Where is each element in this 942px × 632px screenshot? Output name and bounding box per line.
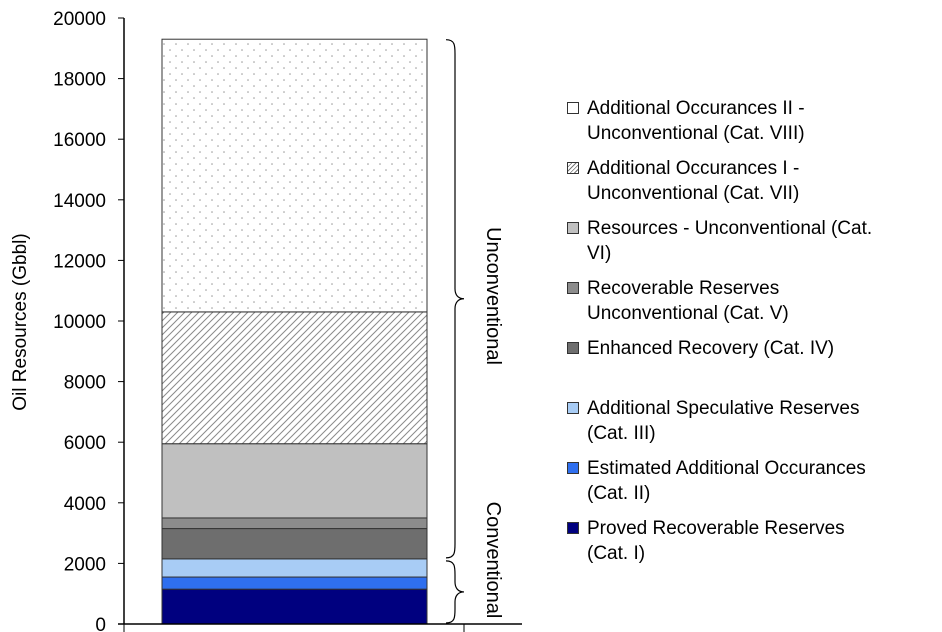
legend-swatch [567, 282, 579, 294]
legend-label: Estimated Additional Occurances (Cat. II) [587, 456, 866, 506]
legend-label-line: (Cat. I) [587, 543, 646, 564]
bar-segment-cat-6 [161, 443, 428, 519]
legend-label-line: Enhanced Recovery (Cat. IV) [587, 338, 835, 359]
legend-label-line: (Cat. II) [587, 483, 651, 504]
legend-label: Additional Occurances II - Unconventional… [587, 96, 805, 146]
legend-label-line: Additional Occurances I - [587, 158, 800, 179]
legend-item: Additional Occurances I - Unconventional … [567, 156, 799, 206]
y-axis-ticks: 0 2000 4000 6000 8000 10000 12000 14000 16000 180… [53, 9, 124, 632]
group-label-unconventional: Unconventional [482, 227, 504, 365]
legend-swatch [567, 222, 579, 234]
y-tick-label: 16000 [53, 130, 106, 151]
group-label-conventional: Conventional [482, 502, 504, 619]
y-tick-label: 14000 [53, 191, 106, 212]
legend-label-line: Additional Speculative Reserves [587, 398, 860, 419]
legend-label: Additional Speculative Reserves (Cat. III… [587, 396, 860, 446]
bar-segment-cat-1 [161, 588, 428, 625]
legend-item: Additional Occurances II - Unconventional… [567, 96, 805, 146]
legend-label: Resources - Unconventional (Cat. VI) [587, 216, 872, 266]
legend-swatch [567, 102, 579, 114]
legend-label-line: Unconventional (Cat. V) [587, 303, 789, 324]
legend-label-line: Unconventional (Cat. VIII) [587, 123, 805, 144]
legend-label-line: (Cat. III) [587, 423, 656, 444]
y-tick-label: 6000 [64, 433, 106, 454]
legend-label-line: VI) [587, 243, 612, 264]
y-tick-label: 20000 [53, 9, 106, 30]
legend-label-line: Proved Recoverable Reserves [587, 518, 845, 539]
brace-unconventional [445, 39, 465, 559]
legend-label-line: Recoverable Reserves [587, 278, 780, 299]
legend-swatch [567, 522, 579, 534]
y-tick-label: 8000 [64, 373, 106, 394]
y-axis-title: Oil Resources (Gbbl) [10, 233, 31, 410]
bar-segment-cat-7 [161, 311, 428, 445]
legend-swatch [567, 462, 579, 474]
legend-label: Additional Occurances I - Unconventional … [587, 156, 799, 206]
y-tick-label: 0 [95, 615, 106, 632]
legend-label: Enhanced Recovery (Cat. IV) [587, 336, 834, 361]
legend-item: Estimated Additional Occurances (Cat. II) [567, 456, 866, 506]
bar-segment-cat-4 [161, 528, 428, 560]
bar-segment-cat-5 [161, 517, 428, 530]
legend-swatch [567, 402, 579, 414]
legend-item: Enhanced Recovery (Cat. IV) [567, 336, 834, 361]
legend-item: Recoverable Reserves Unconventional (Cat.… [567, 276, 789, 326]
legend-item: Additional Speculative Reserves (Cat. III… [567, 396, 860, 446]
brace-conventional [445, 560, 465, 624]
bar-segment-cat-2 [161, 576, 428, 590]
y-tick-label: 12000 [53, 251, 106, 272]
legend-label-line: Resources - Unconventional (Cat. [587, 218, 873, 239]
bar-segment-cat-3 [161, 558, 428, 578]
legend-swatch [567, 342, 579, 354]
y-tick-label: 10000 [53, 312, 106, 333]
legend-label-line: Estimated Additional Occurances [587, 458, 866, 479]
legend-swatch [567, 162, 579, 174]
legend-label-line: Unconventional (Cat. VII) [587, 183, 800, 204]
y-tick-label: 4000 [64, 494, 106, 515]
y-tick-label: 2000 [64, 554, 106, 575]
legend-item: Resources - Unconventional (Cat. VI) [567, 216, 872, 266]
legend-item: Proved Recoverable Reserves (Cat. I) [567, 516, 845, 566]
legend-label-line: Additional Occurances II - [587, 98, 805, 119]
bar-stack [161, 38, 428, 625]
y-tick-label: 18000 [53, 70, 106, 91]
bar-segment-cat-8 [161, 38, 428, 313]
legend-label: Recoverable Reserves Unconventional (Cat.… [587, 276, 789, 326]
legend-label: Proved Recoverable Reserves (Cat. I) [587, 516, 845, 566]
group-braces: Conventional Unconventional [445, 39, 504, 624]
